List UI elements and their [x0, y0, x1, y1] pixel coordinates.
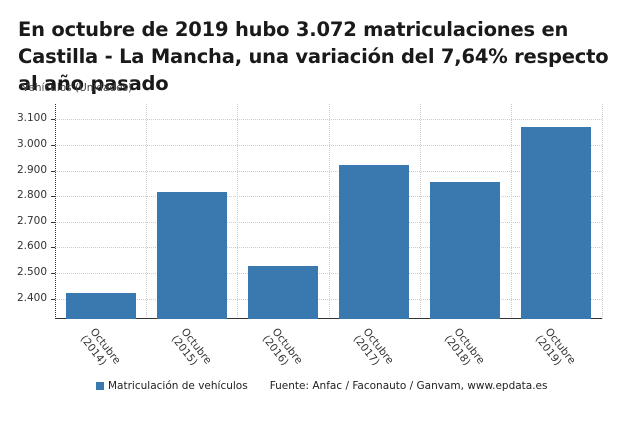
- plot-area: 2.400 2.500 2.600 2.700 2.800 2.900 3.000 3.100: [17, 104, 603, 319]
- source-note: Fuente: Anfac / Faconauto / Ganvam, www.…: [269, 380, 548, 392]
- y-tick-label: 2.400: [16, 291, 47, 304]
- gridline-horizontal: [55, 221, 602, 223]
- x-tick-label: Octubre (2014): [77, 326, 123, 368]
- y-tick-label: 2.500: [16, 265, 47, 278]
- y-axis-label: Vehículos (Unidades): [22, 82, 133, 94]
- gridline-vertical: [419, 104, 421, 319]
- gridline-vertical: [602, 104, 603, 319]
- gridline-horizontal: [55, 247, 602, 249]
- gridline-horizontal: [55, 119, 602, 121]
- y-tick-mark: [51, 221, 55, 223]
- bar[interactable]: [521, 126, 592, 319]
- y-tick-mark: [51, 196, 55, 198]
- x-tick-label: Octubre (2016): [259, 326, 305, 368]
- legend-label: Matriculación de vehículos: [108, 380, 248, 392]
- x-axis: [55, 318, 602, 319]
- x-tick-label: Octubre (2018): [442, 326, 488, 368]
- x-tick-label: Octubre (2017): [350, 326, 396, 368]
- y-tick-mark: [51, 247, 55, 249]
- y-tick-label: 2.900: [16, 163, 47, 176]
- chart-title: En octubre de 2019 hubo 3.072 matriculac…: [18, 18, 609, 95]
- y-tick-label: 2.600: [16, 240, 47, 253]
- y-tick-label: 3.000: [16, 137, 47, 150]
- x-tick-label: Octubre (2015): [168, 326, 214, 368]
- bar[interactable]: [339, 165, 410, 319]
- gridline-horizontal: [55, 272, 602, 274]
- gridline-vertical: [237, 104, 239, 319]
- gridline-vertical: [328, 104, 330, 319]
- y-tick-mark: [51, 272, 55, 274]
- y-axis: [55, 104, 56, 319]
- gridline-horizontal: [55, 144, 602, 146]
- bar[interactable]: [430, 182, 501, 319]
- y-tick-mark: [51, 298, 55, 300]
- y-tick-label: 3.100: [16, 112, 47, 125]
- gridline-vertical: [510, 104, 512, 319]
- y-tick-mark: [51, 144, 55, 146]
- y-tick-mark: [51, 170, 55, 172]
- x-tick-label: Octubre (2019): [533, 326, 579, 368]
- gridline-vertical: [146, 104, 148, 319]
- gridline-horizontal: [55, 196, 602, 198]
- bar[interactable]: [247, 266, 318, 319]
- legend: Matriculación de vehículos Fuente: Anfac…: [96, 380, 548, 392]
- gridline-horizontal: [55, 298, 602, 300]
- y-tick-label: 2.800: [16, 189, 47, 202]
- gridline-horizontal: [55, 170, 602, 172]
- y-tick-mark: [51, 119, 55, 121]
- bar[interactable]: [156, 192, 227, 319]
- y-tick-label: 2.700: [16, 214, 47, 227]
- legend-swatch: [96, 382, 104, 390]
- bar[interactable]: [65, 293, 136, 319]
